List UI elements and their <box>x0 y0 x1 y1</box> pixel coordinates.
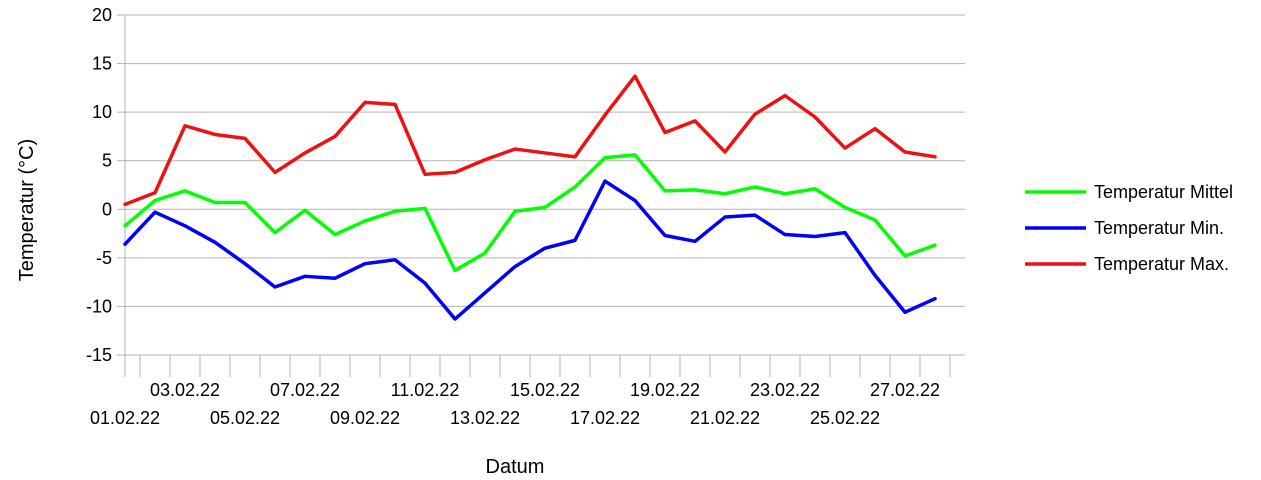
y-tick-label: 5 <box>102 151 112 171</box>
x-tick-label: 13.02.22 <box>450 408 520 428</box>
x-tick-label: 15.02.22 <box>510 380 580 400</box>
y-axis-title: Temperatur (°C) <box>16 139 38 281</box>
x-tick-label: 03.02.22 <box>150 380 220 400</box>
x-tick-label: 11.02.22 <box>391 380 460 400</box>
series-line-2 <box>123 179 937 321</box>
y-tick-label: -10 <box>86 296 112 316</box>
x-tick-label: 09.02.22 <box>330 408 400 428</box>
y-tick-label: 10 <box>92 102 112 122</box>
tick-labels: -15 -10 -5 0 5 10 15 20 03.02.22 07.02.22 11.02.22… <box>86 5 940 428</box>
data-series <box>123 74 937 321</box>
series-line-3 <box>123 74 937 207</box>
gridlines <box>125 14 965 356</box>
legend-label: Temperatur Min. <box>1094 218 1224 238</box>
series-line-1 <box>123 153 937 273</box>
x-tick-label: 19.02.22 <box>630 380 700 400</box>
y-tick-label: 0 <box>102 199 112 219</box>
x-tick-label: 01.02.22 <box>90 408 160 428</box>
x-tick-label: 27.02.22 <box>870 380 940 400</box>
axes <box>117 14 951 377</box>
x-tick-label: 23.02.22 <box>750 380 820 400</box>
legend-label: Temperatur Max. <box>1094 254 1229 274</box>
y-tick-label: -15 <box>86 345 112 365</box>
y-tick-label: -5 <box>96 248 112 268</box>
y-tick-label: 15 <box>92 54 112 74</box>
x-tick-label: 07.02.22 <box>270 380 340 400</box>
x-axis-title: Datum <box>486 456 545 478</box>
x-tick-label: 21.02.22 <box>690 408 760 428</box>
x-tick-label: 17.02.22 <box>570 408 640 428</box>
y-tick-label: 20 <box>92 5 112 25</box>
legend-label: Temperatur Mittel <box>1094 182 1233 202</box>
x-tick-label: 05.02.22 <box>210 408 280 428</box>
x-tick-label: 25.02.22 <box>810 408 880 428</box>
legend: Temperatur Mittel Temperatur Min. Temperat… <box>1025 182 1233 274</box>
